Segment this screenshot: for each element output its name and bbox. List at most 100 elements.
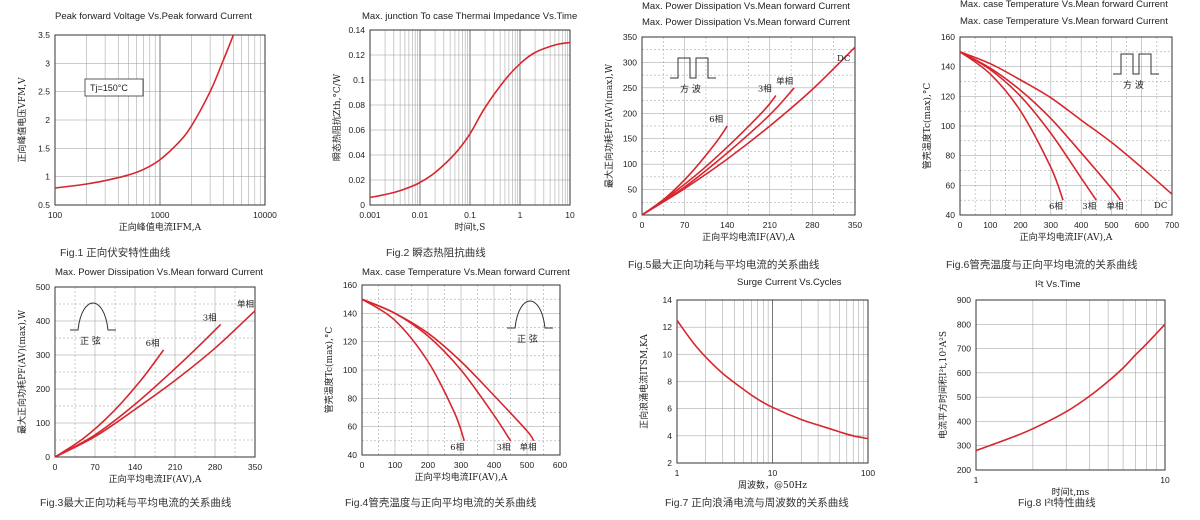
series-label: 3相: [758, 83, 772, 94]
x-tick-label: 350: [248, 462, 262, 472]
y-tick-label: 500: [957, 392, 971, 402]
x-tick-label: 200: [1013, 220, 1027, 230]
y-tick-label: 0.12: [348, 50, 365, 60]
series-label: DC: [837, 54, 850, 64]
x-tick-label: 280: [208, 462, 222, 472]
y-tick-label: 0: [360, 200, 365, 210]
y-tick-label: 0.04: [348, 150, 365, 160]
y-tick-label: 0: [632, 210, 637, 220]
chart-1: Peak forward Voltage Vs.Peak forward Cur…: [16, 11, 277, 259]
series-line-1: [54, 34, 235, 189]
figure-caption: Fig.3最大正向功耗与平均电流的关系曲线: [40, 496, 232, 509]
x-tick-label: 70: [680, 220, 690, 230]
x-tick-label: 10: [1160, 475, 1170, 485]
y-tick-label: 900: [957, 295, 971, 305]
y-tick-label: 60: [946, 180, 956, 190]
x-tick-label: 0: [958, 220, 963, 230]
waveform-inset: [507, 300, 553, 329]
half-sine-icon: [70, 302, 116, 331]
y-tick-label: 300: [957, 441, 971, 451]
plot-frame: [54, 34, 266, 206]
chart-3: Max. Power Dissipation Vs.Mean forward C…: [603, 1, 862, 271]
y-tick-label: 60: [348, 422, 358, 432]
chart-7: Surge Current Vs.Cycles 1 10 100 2 4 6 8 10 12 14 周…: [638, 277, 875, 509]
x-tick-label: 0.001: [359, 210, 381, 220]
y-tick-label: 400: [36, 316, 50, 326]
grid: [676, 299, 869, 464]
series-label: 3相: [497, 442, 511, 453]
x-axis-label: 时间t,S: [455, 221, 486, 233]
chart-8: I²t Vs.Time 1 10 200 300 400 500 600 700 800 900 时间…: [937, 279, 1170, 509]
y-tick-label: 140: [343, 308, 357, 318]
x-tick-label: 0.01: [412, 210, 429, 220]
figure-caption: Fig.1 正向伏安特性曲线: [60, 246, 171, 259]
x-tick-label: 210: [168, 462, 182, 472]
x-tick-label: 280: [805, 220, 819, 230]
y-tick-label: 120: [941, 91, 955, 101]
y-tick-label: 200: [957, 465, 971, 475]
x-tick-label: 600: [1135, 220, 1149, 230]
y-tick-label: 8: [667, 377, 672, 387]
chart-subtitle: Max. Power Dissipation Vs.Mean forward C…: [642, 17, 850, 28]
series-line-2: [54, 323, 222, 458]
half-sine-icon: [507, 300, 553, 329]
y-axis-label: 最大正向功耗PF(AV)(max),W: [16, 309, 28, 434]
plot-frame: [641, 36, 856, 216]
figure-caption: Fig.5最大正向功耗与平均电流的关系曲线: [628, 258, 820, 271]
series-line-3: [361, 298, 535, 442]
x-tick-label: 100: [983, 220, 997, 230]
y-tick-label: 0.08: [348, 100, 365, 110]
x-tick-label: 350: [848, 220, 862, 230]
y-tick-label: 1.5: [38, 143, 50, 153]
x-tick-label: 10: [565, 210, 575, 220]
chart-title: I²t Vs.Time: [1035, 279, 1081, 290]
y-tick-label: 0.14: [348, 25, 365, 35]
series-line-1: [54, 349, 165, 458]
y-axis-label: 正向浪涌电流ITSM,KA: [638, 334, 650, 429]
x-tick-label: 300: [1044, 220, 1058, 230]
y-tick-label: 500: [36, 282, 50, 292]
y-tick-label: 100: [941, 121, 955, 131]
figure-caption: Fig.6管壳温度与正向平均电流的关系曲线: [946, 258, 1138, 271]
y-tick-label: 100: [623, 159, 637, 169]
series-line-1: [361, 298, 466, 442]
y-tick-label: 200: [36, 384, 50, 394]
y-tick-label: 3: [45, 58, 50, 68]
y-tick-label: 300: [36, 350, 50, 360]
plot-frame: [975, 299, 1166, 471]
x-tick-label: 210: [763, 220, 777, 230]
y-tick-label: 2: [667, 458, 672, 468]
y-axis-label: 管壳温度Tc(max),°C: [323, 327, 335, 414]
x-tick-label: 70: [90, 462, 100, 472]
y-tick-label: 300: [623, 57, 637, 67]
series-label: 6相: [450, 442, 464, 453]
y-tick-label: 1: [45, 172, 50, 182]
y-tick-label: 4: [667, 431, 672, 441]
x-tick-label: 10000: [253, 210, 277, 220]
x-tick-label: 100: [861, 468, 875, 478]
y-tick-label: 700: [957, 344, 971, 354]
series-label: DC: [1154, 201, 1167, 211]
chart-title: Max. Power Dissipation Vs.Mean forward C…: [55, 267, 263, 278]
series-line-4: [959, 51, 1173, 195]
x-tick-label: 700: [1165, 220, 1179, 230]
y-tick-label: 800: [957, 319, 971, 329]
series-line-1: [676, 319, 869, 440]
waveform-inset-label: 方 波: [1123, 79, 1144, 91]
x-axis-label: 正向平均电流IF(AV),A: [1020, 231, 1113, 243]
plot-frame: [361, 284, 561, 456]
chart-2: Max. junction To case Thermai Impedance …: [331, 11, 577, 259]
x-tick-label: 500: [520, 460, 534, 470]
waveform-inset-label: 正 弦: [517, 333, 538, 345]
y-axis-label: 管壳温度Tc(max),°C: [921, 83, 933, 170]
x-tick-label: 300: [454, 460, 468, 470]
chart-title: Max. junction To case Thermai Impedance …: [362, 11, 577, 22]
series-label: 单相: [237, 299, 254, 310]
chart-subtitle: Max. case Temperature Vs.Mean forward Cu…: [960, 16, 1168, 27]
series-line-3: [54, 310, 256, 458]
x-axis-label: 周波数，@50Hz: [738, 479, 807, 491]
square-wave-icon: [1113, 53, 1159, 75]
y-tick-label: 50: [628, 185, 638, 195]
x-axis-label: 正向峰值电流IFM,A: [119, 221, 202, 233]
y-axis-label: 电流平方时间积I²t,10³A²S: [937, 331, 949, 439]
